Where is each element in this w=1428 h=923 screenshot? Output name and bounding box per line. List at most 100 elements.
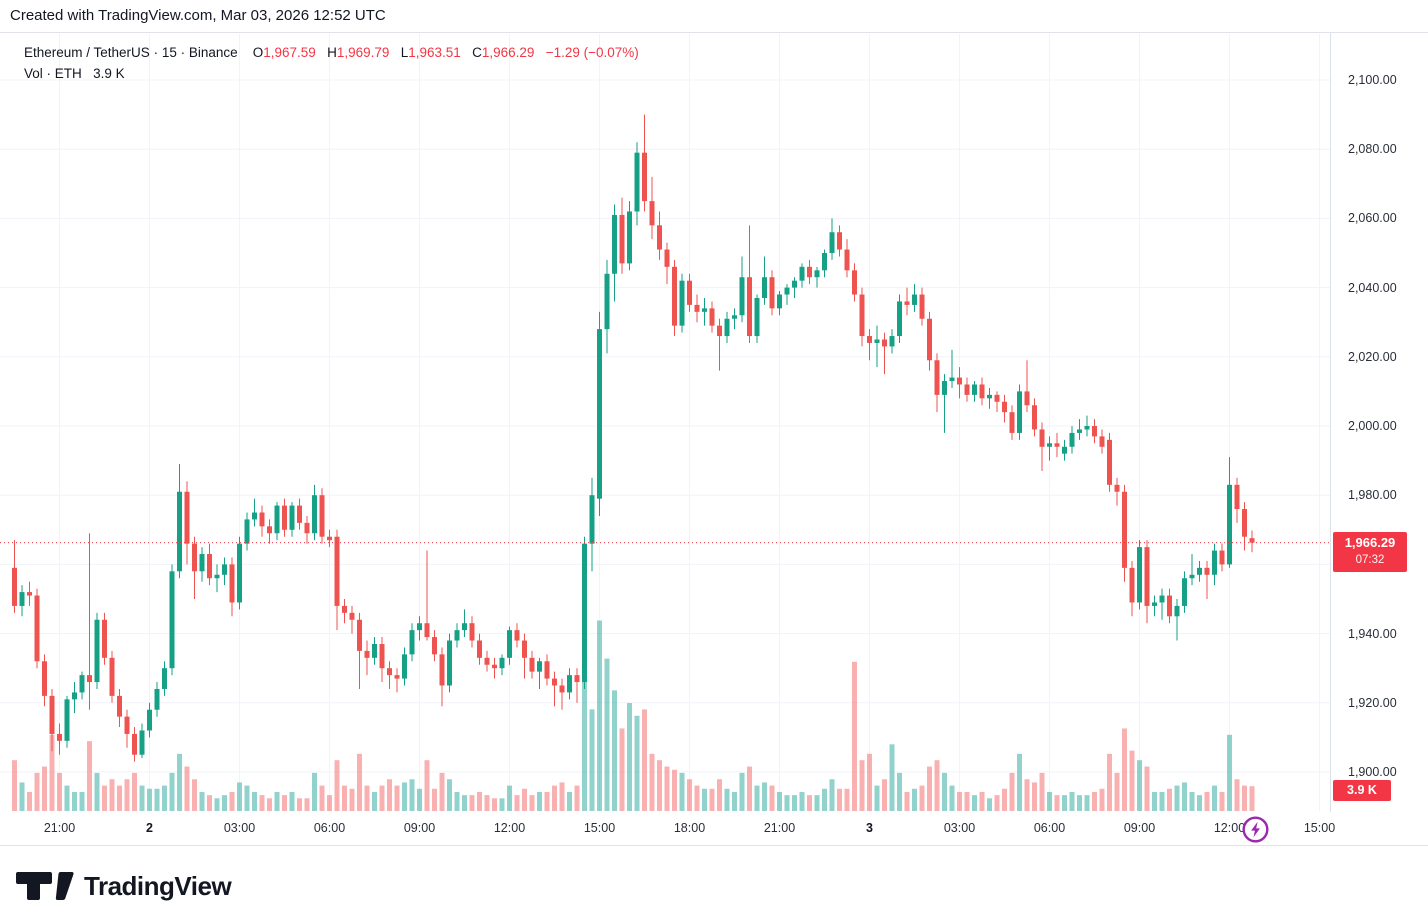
volume-bar (829, 779, 835, 811)
candle-body (709, 308, 715, 326)
candle-body (1032, 405, 1037, 430)
volume-bar (807, 795, 812, 811)
candle-body (139, 730, 145, 755)
volume-legend[interactable]: Vol · ETH 3.9 K (24, 66, 125, 81)
time-axis-label: 12:00 (493, 821, 526, 835)
candle-body (679, 280, 685, 326)
volume-bar (1084, 795, 1090, 811)
bar-countdown: 07:32 (1355, 553, 1385, 566)
flash-lightning-button[interactable] (1242, 816, 1269, 843)
volume-bar (147, 788, 152, 811)
volume-bar (1204, 791, 1210, 811)
candle-body (882, 339, 887, 347)
candle-body (664, 249, 670, 267)
volume-bar (432, 788, 437, 811)
volume-bar (1249, 786, 1255, 811)
candle-body (169, 571, 175, 669)
volume-bar (1159, 791, 1165, 811)
candle-body (1062, 446, 1067, 454)
volume-bar (754, 785, 760, 811)
volume-bar (694, 785, 700, 811)
volume-bar (1242, 785, 1247, 811)
candle-body (942, 381, 947, 395)
candle-body (874, 339, 880, 343)
candle-body (837, 232, 842, 250)
candle-body (627, 211, 632, 264)
volume-bar (724, 788, 730, 811)
volume-bar (897, 772, 902, 811)
candle-body (154, 688, 160, 710)
chart-pane[interactable]: Ethereum / TetherUS · 15 · Binance O1,96… (0, 33, 1330, 843)
volume-bar (1047, 791, 1052, 811)
price-axis-label: 1,900.00 (1348, 765, 1397, 779)
candle-body (447, 640, 452, 686)
candle-body (409, 630, 415, 655)
candle-body (64, 699, 70, 741)
candle-body (492, 664, 497, 669)
volume-bar (574, 785, 580, 811)
volume-bar (1009, 772, 1015, 811)
volume-bar (124, 779, 130, 811)
volume-bar (612, 690, 617, 811)
volume-bar (664, 766, 670, 811)
volume-bar (109, 779, 115, 811)
exchange-label[interactable]: Binance (188, 45, 238, 60)
candle-body (1077, 429, 1082, 433)
volume-bar (162, 785, 167, 811)
volume-bar (604, 658, 610, 811)
candle-body (649, 201, 655, 226)
candle-body (784, 287, 790, 295)
candle-body (604, 273, 610, 330)
candle-body (1152, 602, 1157, 606)
price-axis[interactable]: 2,100.00 2,080.00 2,060.00 2,040.00 2,020.00… (1330, 33, 1428, 846)
candle-body (282, 505, 287, 530)
candle-body (724, 318, 730, 337)
candle-body (1122, 491, 1127, 568)
time-axis-label: 03:00 (943, 821, 976, 835)
candle-body (1144, 547, 1150, 606)
volume-bar (289, 791, 295, 811)
candlestick-canvas[interactable] (0, 33, 1330, 812)
high-label: H (327, 45, 337, 60)
volume-bar (312, 772, 317, 811)
candle-body (499, 657, 505, 669)
price-axis-label: 1,920.00 (1348, 695, 1397, 710)
volume-bar (267, 798, 272, 811)
volume-bar (12, 760, 17, 811)
volume-bar (852, 661, 857, 811)
volume-bar (522, 788, 527, 811)
volume-bar (409, 779, 415, 811)
candle-body (1182, 578, 1187, 606)
volume-bar (709, 788, 715, 811)
candle-body (417, 623, 422, 631)
volume-bar (1129, 750, 1135, 811)
candle-body (349, 612, 355, 620)
volume-bar (319, 785, 325, 811)
volume-bar (102, 785, 107, 811)
candle-body (1137, 547, 1142, 603)
candle-body (852, 270, 857, 295)
time-axis[interactable]: 21:00 2 03:00 06:00 09:00 12:00 15:00 18:00 21:0… (0, 812, 1428, 846)
candle-body (132, 733, 137, 755)
symbol-title[interactable]: Ethereum / TetherUS (24, 45, 150, 60)
price-axis-label: 2,100.00 (1348, 73, 1397, 87)
volume-bar (859, 760, 865, 811)
volume-bar (777, 791, 782, 811)
tradingview-logo[interactable]: TradingView (16, 864, 232, 908)
candle-body (177, 491, 182, 572)
volume-bar (252, 791, 257, 811)
symbol-legend[interactable]: Ethereum / TetherUS · 15 · Binance O1,96… (24, 45, 639, 60)
tradingview-logo-mark (16, 872, 74, 900)
change-value: −1.29 (−0.07%) (545, 45, 639, 60)
interval-label[interactable]: 15 (161, 45, 177, 60)
volume-bar (702, 788, 707, 811)
volume-bar (1002, 788, 1007, 811)
volume-bar (882, 779, 887, 811)
candle-body (642, 152, 647, 202)
candle-body (529, 657, 535, 672)
volume-bar (454, 791, 460, 811)
time-axis-label: 18:00 (673, 821, 706, 835)
candle-body (357, 619, 362, 651)
attribution-text: Created with TradingView.com, Mar 03, 20… (10, 7, 386, 24)
